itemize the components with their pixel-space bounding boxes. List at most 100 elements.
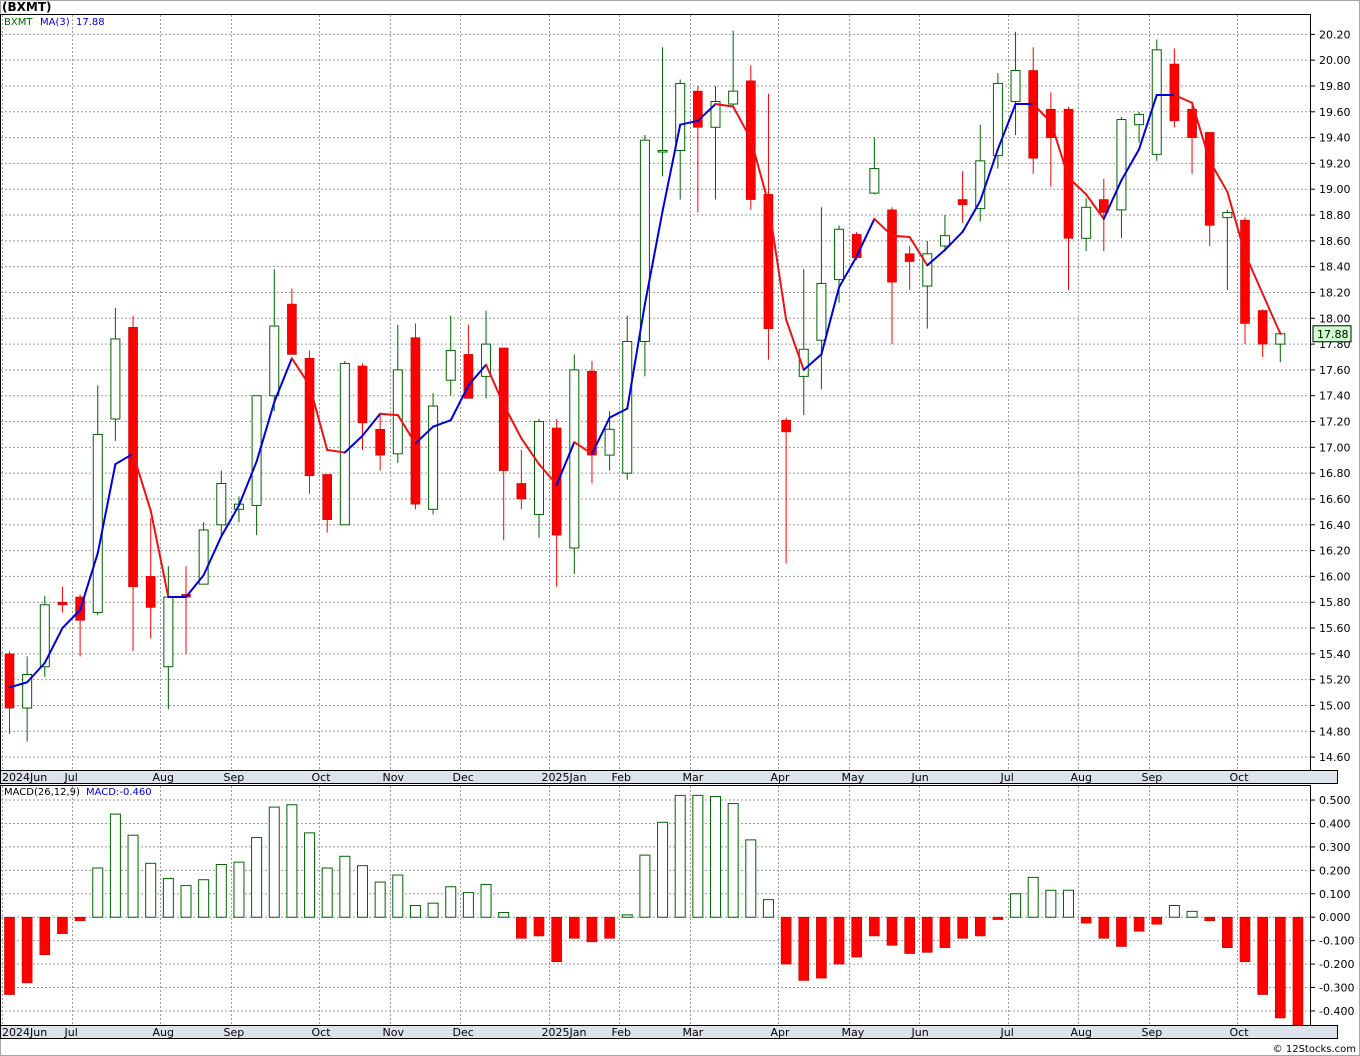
macd-bar-negative <box>780 916 792 965</box>
price-pane: 14.60 14.80 15.00 15.20 15.40 15.60 15.80 16.00… <box>0 14 1352 771</box>
x-axis-label: Oct <box>312 1026 332 1039</box>
price-tick-label: 17.40 <box>1319 390 1351 403</box>
price-tick-label: 19.40 <box>1319 132 1351 145</box>
macd-bar-negative <box>57 916 68 934</box>
x-axis-label: Jun <box>911 771 929 784</box>
price-x-axis: 2024Jun Jul Aug Sep Oct Nov Dec 2025Jan Feb Mar Ap… <box>2 771 1249 784</box>
ma-segment <box>1173 94 1194 104</box>
price-tick-label: 16.80 <box>1319 467 1351 480</box>
ma-segment <box>926 248 946 267</box>
candle-body-up <box>1222 211 1233 219</box>
macd-bar-negative <box>833 916 845 965</box>
x-axis-label: Oct <box>1230 771 1250 784</box>
macd-bar-negative <box>957 916 968 939</box>
macd-bar-positive <box>162 878 174 918</box>
candle-body-up <box>728 90 739 105</box>
macd-bar-negative <box>1222 916 1233 948</box>
candle-body-up <box>639 139 650 343</box>
candle-body-up <box>922 253 933 287</box>
macd-bar-negative <box>586 916 598 943</box>
ma-segment <box>361 412 382 437</box>
macd-bar-negative <box>1239 916 1251 963</box>
macd-bar-positive <box>374 881 386 918</box>
ma-segment <box>379 412 399 417</box>
macd-bar-positive <box>762 899 774 918</box>
x-axis-label: Aug <box>1071 1026 1092 1039</box>
candle-body-up <box>481 343 492 377</box>
candle-body-down <box>1063 108 1074 239</box>
price-y-axis: 14.60 14.80 15.00 15.20 15.40 15.60 15.80 16.00… <box>1310 28 1351 764</box>
macd-bar-negative <box>1116 916 1127 947</box>
macd-bar-negative <box>992 916 1004 920</box>
price-x-axis-band <box>0 770 1338 784</box>
candle-body-up <box>1134 113 1145 126</box>
ma-segment <box>1120 148 1141 182</box>
x-axis-label: Dec <box>453 771 474 784</box>
price-tick-label: 19.60 <box>1319 106 1351 119</box>
macd-bar-positive <box>1010 893 1022 918</box>
candle-body-down <box>4 653 15 709</box>
last-price-box <box>1312 325 1352 343</box>
macd-bar-positive <box>480 883 492 918</box>
candle-body-down <box>957 199 968 206</box>
macd-bar-positive <box>268 806 280 918</box>
candle-body-down <box>1240 219 1250 324</box>
macd-tick-label: 0.000 <box>1319 911 1351 924</box>
macd-bar-negative <box>1204 916 1215 922</box>
macd-bar-negative <box>904 916 915 954</box>
x-axis-label: Jul <box>64 771 78 784</box>
macd-x-axis-band <box>0 1025 1338 1039</box>
x-axis-label: 2024Jun <box>2 1026 47 1039</box>
ma-segment <box>432 419 452 428</box>
candle-body-up <box>39 604 50 668</box>
ma-segment <box>449 384 470 422</box>
candle-body-down <box>1169 63 1180 122</box>
macd-bar-negative <box>1275 916 1286 1019</box>
ma-segment <box>555 441 576 486</box>
macd-histogram <box>4 794 1304 1026</box>
macd-bar-negative <box>816 916 827 979</box>
macd-bar-positive <box>109 813 121 918</box>
candle-body-up <box>339 362 350 526</box>
price-tick-label: 17.20 <box>1319 416 1351 429</box>
candle-body-down <box>1257 310 1268 345</box>
candle-body-up <box>428 405 439 510</box>
x-axis-label: Sep <box>1142 1026 1163 1039</box>
candle-body-up <box>710 100 721 128</box>
macd-bar-positive <box>692 794 704 918</box>
price-tick-label: 20.20 <box>1319 28 1351 41</box>
candle-body-up <box>798 348 809 377</box>
macd-bar-negative <box>74 916 86 922</box>
macd-x-axis: 2024Jun Jul Aug Sep Oct Nov Dec 2025Jan Feb Mar Ap… <box>2 1026 1249 1039</box>
macd-bar-negative <box>798 916 810 981</box>
ma-segment <box>802 353 823 371</box>
candle-body-up <box>869 168 880 194</box>
ma-segment <box>1049 121 1070 179</box>
candle-body-up <box>163 596 174 668</box>
macd-bar-positive <box>745 839 757 918</box>
ma-segment <box>237 460 258 507</box>
x-axis-label: Mar <box>683 1026 704 1039</box>
macd-legend: MACD(26,12,9) MACD:-0.460 <box>4 787 152 798</box>
ma-segment <box>979 148 999 202</box>
ma-segment <box>943 230 964 251</box>
candle-body-up <box>1116 119 1127 211</box>
ma-segment <box>26 661 46 684</box>
ma-segment <box>767 202 788 321</box>
macd-bar-positive <box>198 879 210 918</box>
macd-bar-positive <box>1168 905 1180 918</box>
macd-bar-positive <box>180 885 192 918</box>
candle-body-down <box>498 347 509 471</box>
ma-segment <box>696 103 717 122</box>
price-tick-label: 18.60 <box>1319 235 1351 248</box>
macd-bar-positive <box>304 832 316 918</box>
ma-segment <box>891 234 911 238</box>
candle-body-down <box>1028 70 1038 159</box>
ma-segment <box>1261 292 1282 335</box>
candle-body-down <box>410 337 421 505</box>
ma-segment <box>590 416 611 455</box>
x-axis-label: 2025Jan <box>542 771 587 784</box>
ma-segment <box>132 452 152 512</box>
candle-body-up <box>269 325 280 397</box>
